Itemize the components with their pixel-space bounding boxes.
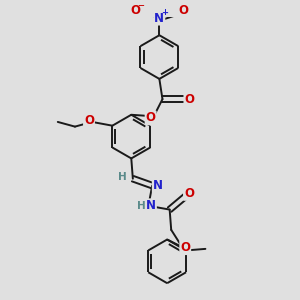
Text: O: O [84,114,94,127]
Text: O: O [178,4,188,17]
Text: O: O [184,93,195,106]
Text: O: O [130,4,140,17]
Text: N: N [153,179,163,192]
Text: O: O [184,187,194,200]
Text: H: H [137,201,146,211]
Text: O: O [180,241,190,254]
Text: +: + [161,8,169,17]
Text: N: N [154,12,164,25]
Text: −: − [137,1,145,10]
Text: H: H [118,172,127,182]
Text: N: N [146,199,156,212]
Text: O: O [146,111,156,124]
